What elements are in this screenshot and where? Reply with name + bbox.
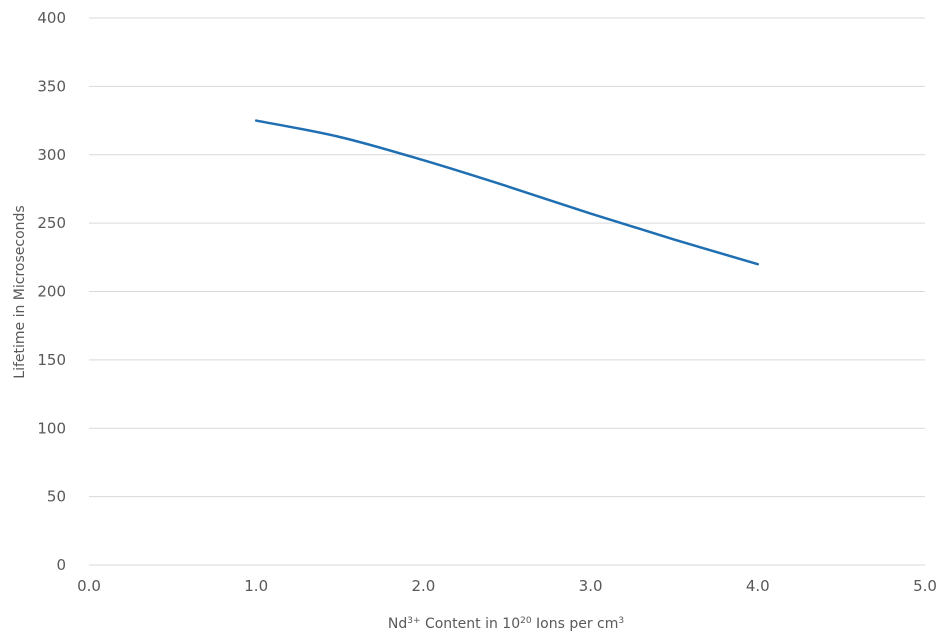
x-tick-label: 3.0 xyxy=(579,577,603,595)
x-tick-label: 0.0 xyxy=(77,577,101,595)
y-axis-title: Lifetime in Microseconds xyxy=(12,205,28,378)
grid-layer xyxy=(89,17,925,566)
y-tick-label: 50 xyxy=(47,488,66,506)
data-point xyxy=(504,183,510,189)
x-axis-ticks: 0.0 1.0 2.0 3.0 4.0 5.0 xyxy=(77,577,937,595)
data-point xyxy=(420,157,426,163)
y-tick-label: 300 xyxy=(37,146,66,164)
x-axis-title-superscript: 3 xyxy=(618,616,624,626)
y-tick-label: 0 xyxy=(56,556,66,574)
series-layer xyxy=(253,118,761,267)
data-point xyxy=(337,134,343,140)
data-point xyxy=(671,237,677,243)
x-tick-label: 2.0 xyxy=(411,577,435,595)
data-point xyxy=(588,211,594,217)
y-tick-label: 200 xyxy=(37,283,66,301)
x-tick-label: 4.0 xyxy=(746,577,770,595)
series-line-0 xyxy=(254,119,760,266)
data-point xyxy=(253,118,259,124)
y-tick-label: 400 xyxy=(37,9,66,27)
y-tick-label: 150 xyxy=(37,351,66,369)
data-point xyxy=(755,261,761,267)
y-tick-label: 100 xyxy=(37,419,66,437)
y-tick-label: 350 xyxy=(37,77,66,95)
x-axis-title-superscript: 20 xyxy=(520,616,532,626)
x-axis-title: Nd3+ Content in 1020 Ions per cm3 xyxy=(388,616,624,632)
x-axis-title-text: Nd xyxy=(388,616,407,632)
x-axis-title-text: Ions per cm xyxy=(532,616,619,632)
x-axis-title-superscript: 3+ xyxy=(407,616,420,626)
x-axis-title-text: Content in 10 xyxy=(421,616,521,632)
x-tick-label: 1.0 xyxy=(244,577,268,595)
y-tick-label: 250 xyxy=(37,214,66,232)
x-tick-label: 5.0 xyxy=(913,577,937,595)
y-axis-ticks: 0 50 100 150 200 250 300 350 400 xyxy=(37,9,66,574)
